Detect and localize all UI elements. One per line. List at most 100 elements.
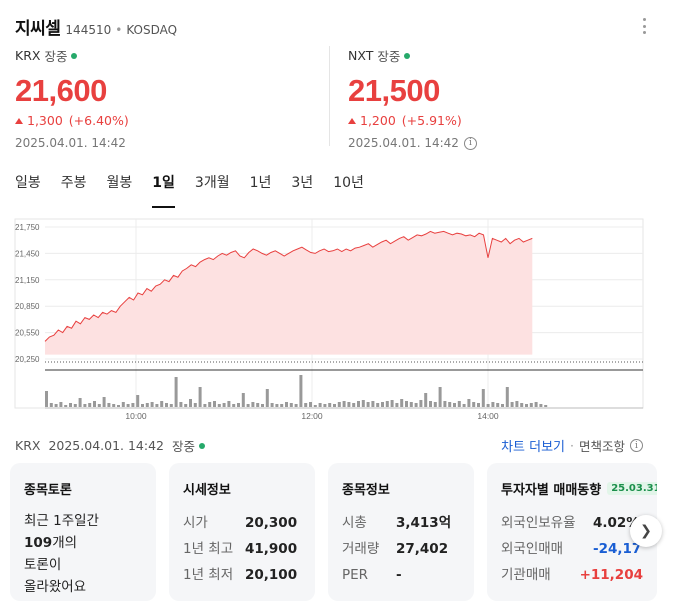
- info-key: 거래량: [342, 541, 380, 557]
- info-value: 3,413억: [396, 515, 452, 531]
- quote-card-title: 시세정보: [183, 483, 231, 498]
- volume-bar: [73, 404, 77, 407]
- chart-more-link[interactable]: 차트 더보기: [501, 440, 565, 455]
- volume-bar: [289, 403, 293, 407]
- investor-row: 외국인매매 -24,17: [501, 536, 643, 562]
- volume-bar: [227, 401, 231, 407]
- volume-bar: [203, 404, 207, 407]
- next-cards-button[interactable]: ❯: [630, 515, 662, 547]
- volume-bar: [49, 403, 53, 407]
- discussion-line1: 최근 1주일간: [24, 513, 99, 529]
- y-tick-label: 20,850: [15, 302, 40, 311]
- volume-bar: [179, 402, 183, 407]
- volume-bar: [155, 404, 159, 407]
- volume-bar: [232, 404, 236, 407]
- volume-bar: [525, 404, 528, 407]
- volume-bar: [342, 401, 346, 407]
- nxt-change-percent: (+5.91%): [401, 113, 462, 128]
- info-icon[interactable]: i: [463, 136, 477, 150]
- volume-bar: [491, 402, 495, 407]
- quote-key: 시가: [183, 515, 208, 531]
- volume-bar: [347, 402, 351, 407]
- price-chart-svg: 21,750 21,450 21,150 20,850 20,550 20,250 10:0…: [14, 218, 644, 421]
- tab-monthly[interactable]: 월봉: [106, 175, 133, 191]
- info-icon[interactable]: i: [630, 439, 643, 452]
- investor-value: +11,204: [579, 567, 643, 583]
- nxt-change: 1,200 (+5.91%): [348, 113, 477, 128]
- tab-3month[interactable]: 3개월: [194, 175, 230, 191]
- volume-bar: [150, 402, 154, 407]
- volume-bar: [246, 404, 250, 407]
- meta-status: 장중: [172, 439, 196, 454]
- intraday-chart[interactable]: 21,750 21,450 21,150 20,850 20,550 20,250 10:0…: [0, 214, 673, 428]
- volume-bar: [121, 402, 125, 407]
- live-dot-icon: [71, 52, 78, 59]
- volume-bar: [361, 400, 365, 407]
- volume-bar: [309, 402, 312, 407]
- tab-weekly[interactable]: 주봉: [60, 175, 87, 191]
- volume-bar: [265, 389, 269, 407]
- volume-bar: [477, 403, 480, 407]
- y-tick-label: 20,250: [15, 355, 40, 364]
- volume-bar: [285, 402, 288, 407]
- volume-bar: [54, 404, 58, 407]
- volume-bar: [529, 403, 533, 407]
- investor-title-text: 투자자별 매매동향: [501, 483, 602, 498]
- volume-bar: [78, 398, 82, 407]
- more-options-icon[interactable]: [641, 18, 647, 34]
- volume-bar: [193, 403, 197, 407]
- info-card[interactable]: 종목정보 시총 3,413억 거래량 27,402 PER -: [328, 463, 474, 601]
- volume-bar: [481, 389, 485, 407]
- discussion-line3: 토론이: [24, 557, 62, 573]
- volume-bar: [256, 403, 260, 407]
- investor-row: 기관매매 +11,204: [501, 562, 643, 588]
- volume-bar: [169, 404, 173, 407]
- stock-name: 지씨셀: [15, 19, 61, 39]
- tab-1year[interactable]: 1년: [249, 175, 272, 191]
- volume-bar: [357, 401, 360, 407]
- discussion-card[interactable]: 종목토론 최근 1주일간 109개의 토론이 올라왔어요: [10, 463, 156, 601]
- discussion-count-suffix: 개의: [52, 535, 78, 551]
- volume-bar: [453, 403, 456, 407]
- investor-row: 외국인보유율 4.02%: [501, 510, 643, 536]
- tab-daily[interactable]: 일봉: [15, 175, 41, 191]
- volume-bar: [472, 402, 476, 407]
- quote-key: 1년 최저: [183, 567, 234, 583]
- krx-status: 장중: [44, 49, 68, 64]
- volume-bar: [213, 401, 216, 407]
- volume-bar: [145, 403, 149, 407]
- quote-value: 41,900: [245, 541, 298, 557]
- volume-bar: [69, 403, 72, 407]
- investor-key: 외국인매매: [501, 541, 564, 557]
- disclaimer-link[interactable]: 면책조항: [578, 439, 625, 454]
- volume-bar: [337, 402, 341, 407]
- volume-bar: [318, 403, 322, 407]
- separator-dot: ·: [570, 438, 574, 453]
- info-value: 27,402: [396, 541, 449, 557]
- discussion-card-title: 종목토론: [24, 483, 72, 498]
- period-tabs: 일봉 주봉 월봉 1일 3개월 1년 3년 10년: [15, 172, 384, 208]
- nxt-change-amount: 1,200: [360, 113, 396, 128]
- y-tick-label: 21,150: [15, 276, 40, 285]
- discussion-count: 109: [24, 535, 53, 551]
- volume-bar: [126, 404, 130, 407]
- stock-header: 지씨셀 144510 • KOSDAQ: [15, 14, 177, 39]
- tab-10year[interactable]: 10년: [333, 175, 364, 191]
- volume-bar: [390, 400, 394, 407]
- volume-bar: [510, 402, 514, 407]
- nxt-price: 21,500: [348, 73, 440, 108]
- info-row: 거래량 27,402: [342, 536, 460, 562]
- tab-1day[interactable]: 1일: [152, 172, 175, 208]
- quote-row: 1년 최고 41,900: [183, 536, 301, 562]
- quote-card[interactable]: 시세정보 시가 20,300 1년 최고 41,900 1년 최저 20,100: [169, 463, 315, 601]
- price-line: [44, 230, 533, 342]
- tab-3year[interactable]: 3년: [291, 175, 314, 191]
- volume-bar: [280, 404, 284, 407]
- investor-card[interactable]: 투자자별 매매동향 25.03.31 외국인보유율 4.02% 외국인매매 -24,…: [487, 463, 657, 601]
- date-badge: 25.03.31: [607, 482, 657, 495]
- quote-row: 1년 최저 20,100: [183, 562, 301, 588]
- quote-row: 시가 20,300: [183, 510, 301, 536]
- volume-bar: [304, 403, 308, 407]
- volume-bar: [433, 402, 437, 407]
- volume-bar: [385, 401, 389, 407]
